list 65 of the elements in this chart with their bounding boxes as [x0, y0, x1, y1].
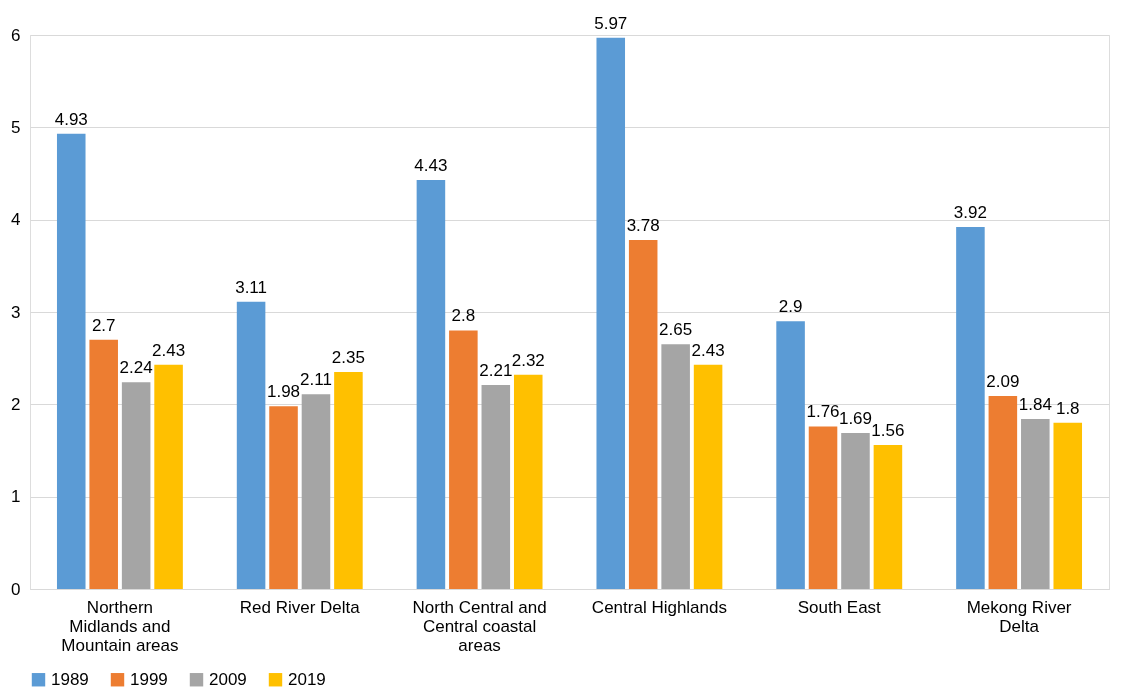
- y-tick-label: 1: [11, 487, 21, 507]
- bar: [628, 239, 658, 589]
- data-label: 2.21: [479, 360, 513, 380]
- data-label: 5.97: [594, 13, 628, 33]
- data-label: 3.11: [235, 277, 267, 297]
- data-label: 1.76: [806, 402, 840, 422]
- data-label: 2.9: [778, 297, 803, 317]
- data-label: 2.43: [152, 340, 186, 360]
- x-tick-label: South East: [797, 597, 882, 617]
- x-tick-label: Central Highlands: [591, 597, 727, 617]
- bar: [449, 330, 478, 589]
- data-label: 2.65: [659, 320, 693, 340]
- data-label: 2.24: [119, 358, 153, 378]
- data-label: 1.8: [1055, 398, 1080, 418]
- legend-label: 2009: [209, 669, 247, 689]
- data-label: 1.56: [871, 420, 905, 440]
- bar: [334, 372, 363, 589]
- x-tick-label: Red River Delta: [239, 597, 361, 617]
- x-tick-label: Northern Midlands and Mountain areas: [61, 597, 179, 655]
- bar: [301, 394, 331, 589]
- bar: [121, 382, 151, 589]
- data-label: 4.43: [414, 155, 448, 175]
- data-label: 2.11: [300, 370, 332, 390]
- x-tick-label: Mekong River Delta: [966, 597, 1072, 636]
- legend-label: 2019: [288, 669, 326, 689]
- y-tick-label: 4: [11, 210, 21, 230]
- bar: [596, 37, 626, 589]
- y-tick-label: 2: [11, 394, 21, 414]
- bar: [1053, 422, 1083, 589]
- data-label: 1.84: [1018, 395, 1052, 415]
- bar: [988, 396, 1018, 589]
- bar: [661, 344, 690, 589]
- y-tick-label: 5: [11, 117, 21, 137]
- bar: [693, 364, 723, 589]
- data-label: 3.92: [953, 203, 987, 223]
- bar: [236, 301, 266, 589]
- bar: [808, 426, 838, 589]
- data-label: 2.35: [331, 348, 365, 368]
- data-label: 4.93: [54, 109, 88, 129]
- bar: [1021, 419, 1050, 589]
- y-tick-label: 3: [11, 302, 21, 322]
- legend-label: 1999: [130, 669, 168, 689]
- y-tick-label: 0: [11, 579, 21, 599]
- bar: [873, 444, 903, 589]
- bar: [416, 179, 446, 589]
- data-label: 1.98: [266, 382, 301, 402]
- bar: [269, 406, 298, 589]
- data-label: 2.7: [91, 315, 116, 335]
- data-label: 2.32: [511, 350, 545, 370]
- bar: [481, 384, 511, 589]
- bar: [154, 364, 183, 589]
- bar: [956, 227, 985, 589]
- bar: [776, 321, 805, 589]
- bar: [841, 432, 870, 589]
- data-label: 1.69: [838, 408, 873, 428]
- bar: [89, 339, 118, 589]
- data-label: 2.09: [986, 372, 1020, 392]
- x-tick-label: North Central and Central coastal areas: [412, 597, 547, 655]
- bar: [513, 374, 543, 589]
- data-label: 2.8: [451, 306, 476, 326]
- data-label: 3.78: [626, 215, 660, 235]
- data-label: 2.43: [691, 340, 725, 360]
- legend-label: 1989: [51, 669, 89, 689]
- y-tick-label: 6: [11, 25, 21, 45]
- bar: [56, 133, 86, 589]
